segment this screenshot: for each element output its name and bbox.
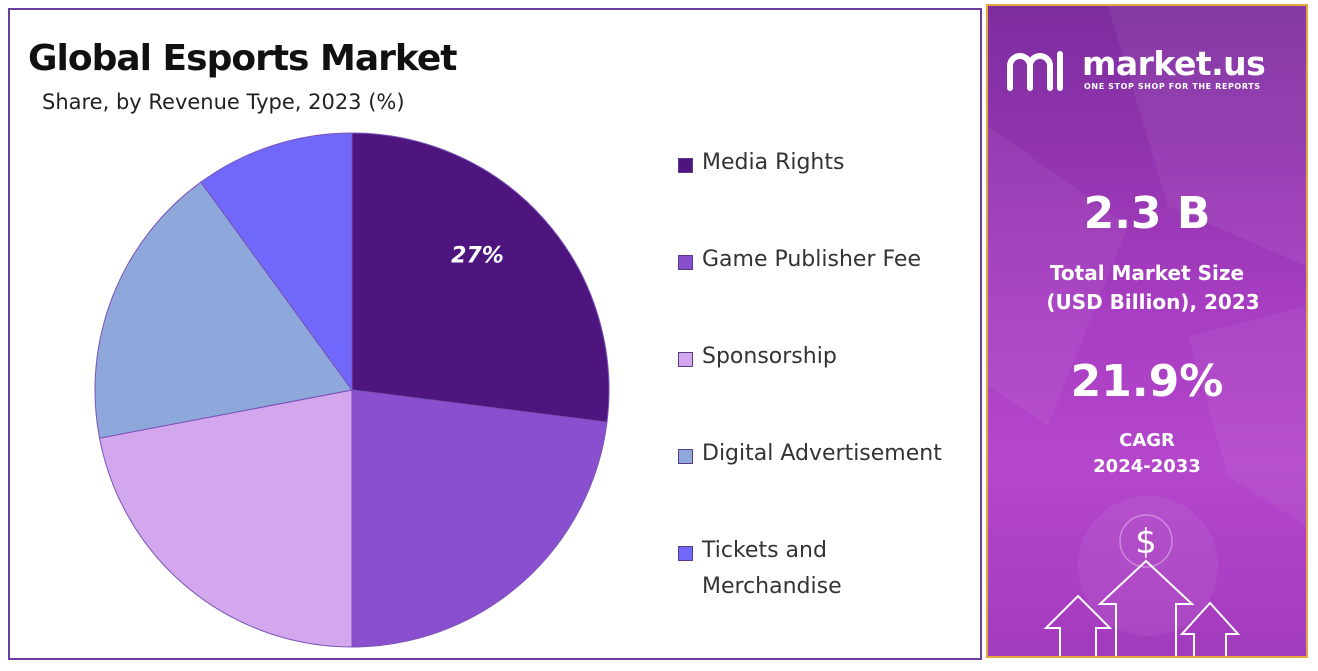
legend-label-line: Media Rights bbox=[702, 150, 845, 175]
legend-label-line: Digital Advertisement bbox=[702, 441, 942, 466]
legend-item: Tickets and Merchandise bbox=[678, 538, 978, 605]
legend-label: Digital Advertisement bbox=[702, 436, 962, 472]
legend-label-line: Game Publisher Fee bbox=[702, 247, 922, 272]
market-us-logo-icon bbox=[1007, 51, 1063, 91]
pie-chart: 27% bbox=[94, 132, 610, 648]
chart-title: Global Esports Market bbox=[28, 38, 457, 79]
legend-label-line: Sponsorship bbox=[702, 344, 837, 369]
pie-slice-game-publisher-fee bbox=[351, 389, 608, 648]
background-decoration bbox=[988, 6, 1306, 636]
legend-item: Media Rights bbox=[678, 150, 978, 181]
dollar-symbol: $ bbox=[1135, 522, 1157, 562]
growth-arrows-illustration: $ bbox=[1043, 514, 1241, 656]
chart-panel: Global Esports Market Share, by Revenue … bbox=[8, 8, 982, 660]
dollar-coin-icon: $ bbox=[1119, 514, 1173, 568]
cagr-label-line1: CAGR bbox=[1119, 430, 1175, 451]
cagr-value: 21.9% bbox=[1070, 356, 1224, 407]
market-summary-panel: market.us ONE STOP SHOP FOR THE REPORTS … bbox=[986, 4, 1308, 658]
arrow-up-icon bbox=[1043, 559, 1241, 656]
legend-swatch bbox=[678, 352, 693, 367]
brand-name: market.us bbox=[1082, 44, 1266, 83]
market-size-label-line1: Total Market Size bbox=[1049, 261, 1245, 285]
legend-label-line: Merchandise bbox=[702, 574, 842, 599]
legend-label: Sponsorship bbox=[702, 339, 962, 375]
market-size-value: 2.3 B bbox=[1083, 188, 1211, 239]
legend-swatch bbox=[678, 449, 693, 464]
legend-item: Sponsorship bbox=[678, 344, 978, 375]
legend-swatch bbox=[678, 255, 693, 270]
legend-swatch bbox=[678, 158, 693, 173]
data-label-media-rights: 27% bbox=[451, 244, 504, 269]
legend-label: Tickets and Merchandise bbox=[702, 533, 962, 605]
pie-slice-media-rights bbox=[351, 132, 610, 423]
brand-tagline: ONE STOP SHOP FOR THE REPORTS bbox=[1084, 82, 1261, 91]
market-us-logo: market.us ONE STOP SHOP FOR THE REPORTS bbox=[988, 44, 1306, 104]
pie-slice-sponsorship bbox=[98, 389, 353, 648]
legend-item: Game Publisher Fee bbox=[678, 247, 978, 278]
legend-label-line: Tickets and bbox=[702, 538, 827, 563]
legend-swatch bbox=[678, 546, 693, 561]
pie-slice-tickets-and-merchandise bbox=[200, 132, 353, 392]
cagr-label-line2: 2024-2033 bbox=[1093, 456, 1201, 477]
pie-slice-digital-advertisement bbox=[94, 181, 353, 439]
market-size-label-line2: (USD Billion), 2023 bbox=[1046, 290, 1260, 314]
legend-label: Media Rights bbox=[702, 145, 962, 181]
chart-subtitle: Share, by Revenue Type, 2023 (%) bbox=[42, 90, 405, 114]
legend-item: Digital Advertisement bbox=[678, 441, 978, 472]
legend-label: Game Publisher Fee bbox=[702, 242, 962, 278]
